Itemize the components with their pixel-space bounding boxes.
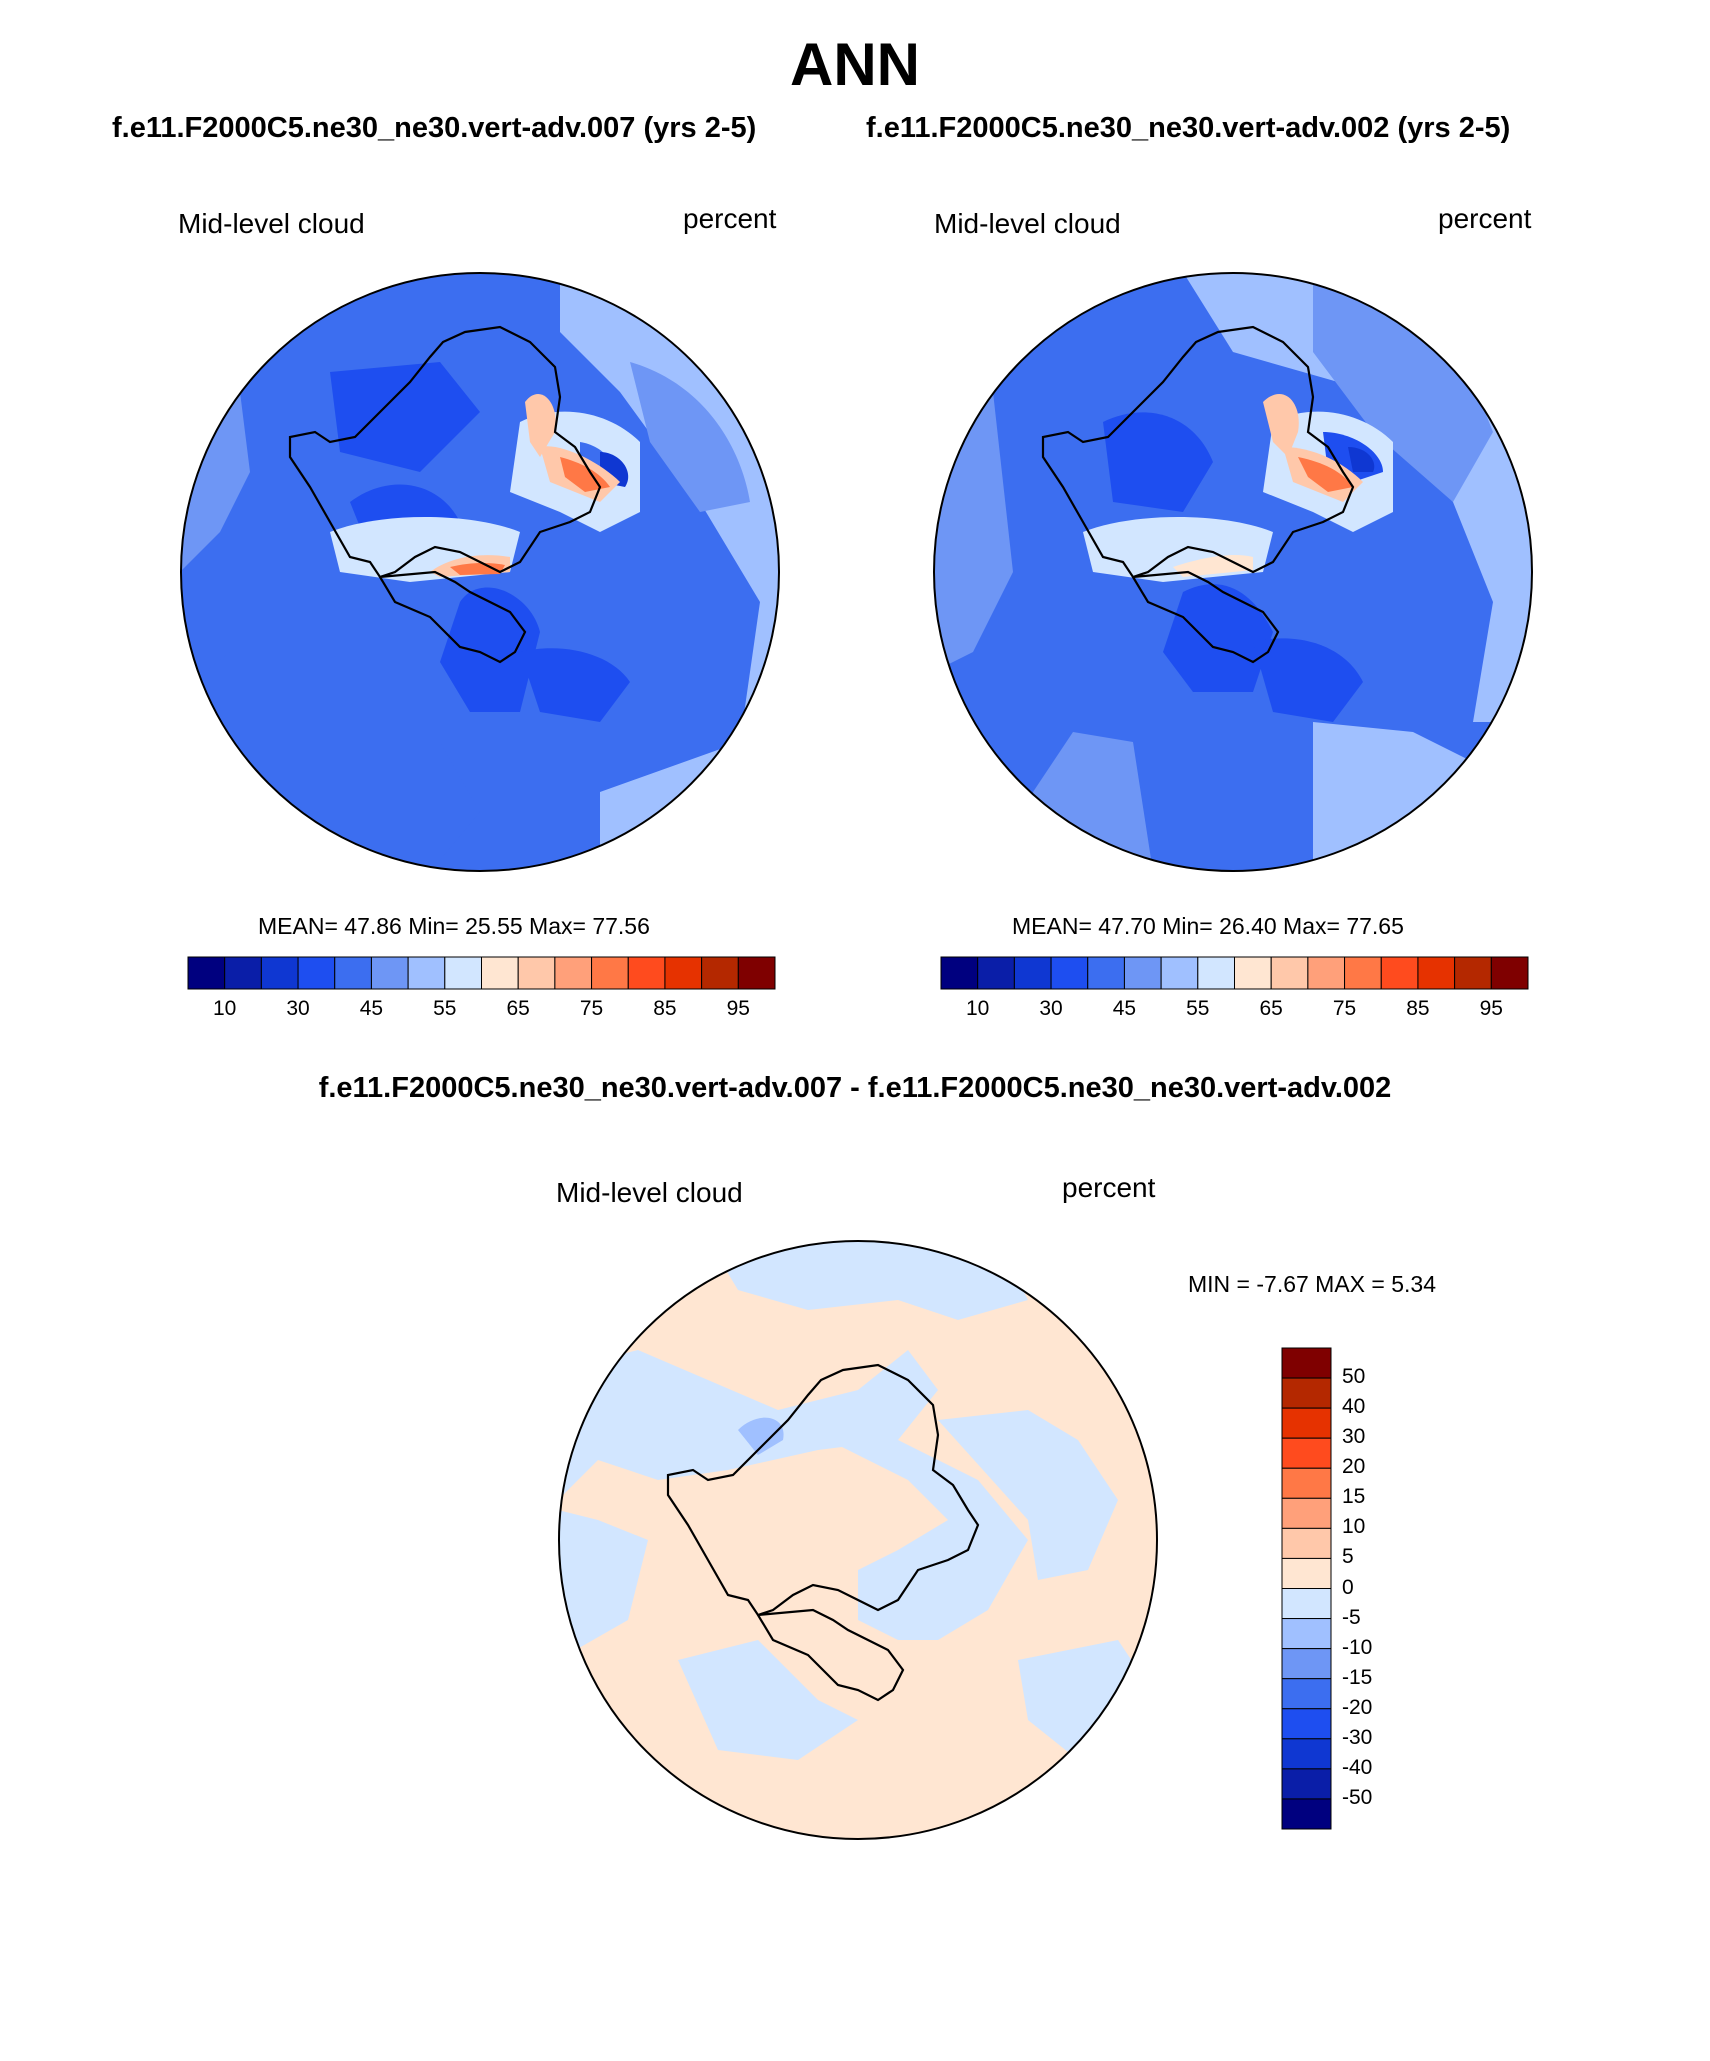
- right-case-title: f.e11.F2000C5.ne30_ne30.vert-adv.002 (yr…: [866, 112, 1511, 144]
- left-colorbar-box: [554, 956, 593, 990]
- diff-stats: MIN = -7.67 MAX = 5.34: [1188, 1271, 1437, 1297]
- diff-colorbar-tick-label: 10: [1342, 1515, 1366, 1539]
- left-colorbar-box: [187, 956, 226, 990]
- left-variable-label: Mid-level cloud: [178, 208, 365, 239]
- left-colorbar-box: [517, 956, 556, 990]
- diff-colorbar-box: [1281, 1527, 1332, 1559]
- right-colorbar-box: [977, 956, 1015, 990]
- left-stats: MEAN= 47.86 Min= 25.55 Max= 77.56: [258, 913, 650, 939]
- right-colorbar-box: [1344, 956, 1382, 990]
- left-colorbar-tick-label: 55: [433, 997, 457, 1020]
- right-colorbar-tick-label: 10: [966, 997, 990, 1020]
- left-colorbar-tick-label: 95: [726, 997, 750, 1020]
- right-colorbar-box: [1380, 956, 1419, 990]
- diff-colorbar-tick-label: 20: [1342, 1455, 1366, 1479]
- right-colorbar-tick-label: 55: [1186, 997, 1210, 1020]
- right-colorbar: [940, 956, 1529, 990]
- diff-colorbar-tick-label: -30: [1342, 1725, 1373, 1749]
- diff-colorbar-box: [1281, 1588, 1332, 1620]
- right-colorbar-tick-label: 45: [1112, 997, 1137, 1020]
- left-colorbar-box: [407, 956, 446, 990]
- diff-colorbar-box: [1281, 1738, 1332, 1770]
- diff-variable-label: Mid-level cloud: [556, 1177, 743, 1208]
- right-colorbar-box: [1307, 956, 1346, 990]
- left-colorbar-box: [334, 956, 372, 990]
- right-colorbar-tick-label: 30: [1039, 997, 1063, 1020]
- diff-colorbar-box: [1281, 1497, 1332, 1529]
- left-colorbar-tick-label: 75: [579, 997, 604, 1020]
- diff-colorbar-box: [1281, 1407, 1332, 1439]
- right-colorbar-tick-label: 65: [1259, 997, 1283, 1020]
- right-colorbar-box: [1270, 956, 1309, 990]
- left-case-title: f.e11.F2000C5.ne30_ne30.vert-adv.007 (yr…: [112, 112, 757, 144]
- left-colorbar-box: [627, 956, 666, 990]
- diff-colorbar-box: [1281, 1557, 1332, 1589]
- diff-units-label: percent: [1062, 1172, 1156, 1203]
- left-colorbar-tick-label: 30: [286, 997, 310, 1020]
- right-colorbar-box: [1013, 956, 1052, 990]
- diff-colorbar-box: [1281, 1678, 1332, 1710]
- diff-colorbar-tick-label: 30: [1342, 1425, 1366, 1449]
- left-colorbar-box: [701, 956, 739, 990]
- left-units-label: percent: [683, 203, 777, 234]
- diff-colorbar-box: [1281, 1648, 1332, 1680]
- diff-colorbar-tick-label: -20: [1342, 1695, 1373, 1719]
- diff-colorbar-tick-label: 15: [1342, 1485, 1366, 1509]
- diff-colorbar-tick-label: 5: [1342, 1545, 1354, 1569]
- diff-colorbar-tick-label: 50: [1342, 1365, 1366, 1389]
- right-colorbar-box: [1123, 956, 1162, 990]
- left-colorbar-tick-label: 65: [506, 997, 530, 1020]
- diff-colorbar-tick-label: 0: [1342, 1575, 1354, 1599]
- left-colorbar-box: [737, 956, 776, 990]
- left-colorbar-box: [664, 956, 703, 990]
- right-units-label: percent: [1438, 203, 1532, 234]
- diff-colorbar-box: [1281, 1437, 1332, 1469]
- diff-colorbar-tick-label: -15: [1342, 1665, 1373, 1689]
- left-colorbar-tick-label: 10: [213, 997, 237, 1020]
- right-colorbar-box: [1417, 956, 1456, 990]
- left-colorbar-box: [444, 956, 482, 990]
- diff-colorbar-box: [1281, 1377, 1332, 1409]
- right-colorbar-box: [1234, 956, 1272, 990]
- page-title: ANN: [790, 31, 920, 98]
- right-polar-map: [933, 272, 1533, 872]
- right-colorbar-box: [1087, 956, 1125, 990]
- difference-polar-map: [558, 1240, 1158, 1840]
- diff-colorbar-box: [1281, 1347, 1332, 1379]
- diff-colorbar-tick-label: 40: [1342, 1395, 1366, 1419]
- diff-colorbar-box: [1281, 1798, 1332, 1830]
- left-colorbar-box: [591, 956, 629, 990]
- right-colorbar-tick-label: 95: [1479, 997, 1503, 1020]
- right-colorbar-tick-label: 85: [1406, 997, 1430, 1020]
- left-colorbar: [187, 956, 776, 990]
- left-colorbar-box: [224, 956, 262, 990]
- right-colorbar-box: [940, 956, 979, 990]
- left-colorbar-box: [370, 956, 409, 990]
- left-polar-map: [180, 272, 780, 872]
- right-colorbar-box: [1454, 956, 1492, 990]
- diff-colorbar-tick-label: -40: [1342, 1755, 1373, 1779]
- right-colorbar-box: [1050, 956, 1089, 990]
- left-colorbar-tick-label: 85: [653, 997, 677, 1020]
- right-stats: MEAN= 47.70 Min= 26.40 Max= 77.65: [1012, 913, 1404, 939]
- left-colorbar-box: [297, 956, 336, 990]
- left-colorbar-tick-label: 45: [359, 997, 384, 1020]
- right-variable-label: Mid-level cloud: [934, 208, 1121, 239]
- right-colorbar-box: [1160, 956, 1199, 990]
- right-colorbar-tick-label: 75: [1332, 997, 1357, 1020]
- right-colorbar-box: [1490, 956, 1529, 990]
- diff-colorbar-box: [1281, 1618, 1332, 1650]
- diff-colorbar-tick-label: -50: [1342, 1785, 1373, 1809]
- left-colorbar-box: [481, 956, 519, 990]
- difference-title: f.e11.F2000C5.ne30_ne30.vert-adv.007 - f…: [318, 1072, 1392, 1104]
- diff-colorbar: [1281, 1347, 1332, 1830]
- diff-colorbar-box: [1281, 1467, 1332, 1499]
- diff-colorbar-box: [1281, 1708, 1332, 1740]
- left-colorbar-box: [260, 956, 299, 990]
- right-colorbar-box: [1197, 956, 1235, 990]
- diff-colorbar-tick-label: -10: [1342, 1635, 1373, 1659]
- diff-colorbar-box: [1281, 1768, 1332, 1800]
- diff-colorbar-tick-label: -5: [1342, 1605, 1361, 1629]
